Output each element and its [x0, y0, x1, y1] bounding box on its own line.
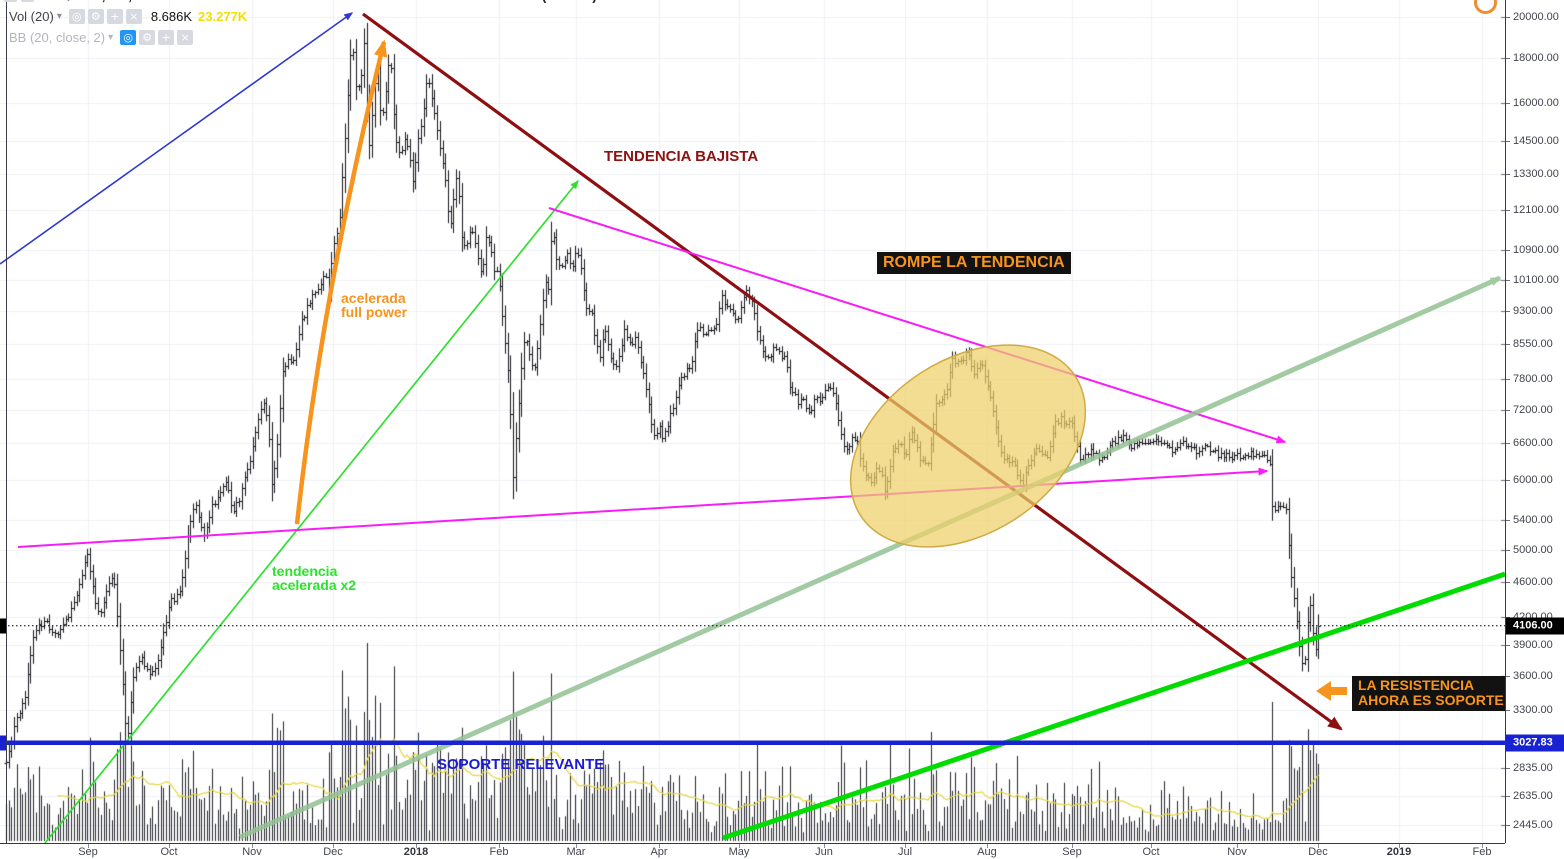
price-tick-label: 8550.00 — [1506, 337, 1553, 350]
time-tick-label: 2019 — [1386, 846, 1412, 858]
time-tick-label: Dec — [1308, 846, 1328, 858]
time-tick-mark — [659, 844, 660, 848]
price-tick-label: 5400.00 — [1506, 514, 1553, 527]
eye-icon[interactable]: ◎ — [120, 30, 137, 45]
time-tick-mark — [576, 844, 577, 848]
price-tick-label: 7200.00 — [1506, 403, 1553, 416]
time-tick-label: Jul — [897, 846, 913, 858]
time-tick-label: Aug — [977, 846, 997, 858]
price-tick-label: 6600.00 — [1506, 437, 1553, 450]
time-tick-label: Sep — [78, 846, 98, 858]
annotation-acelerada-full-power[interactable]: acelerada full power — [341, 290, 408, 321]
price-tick-label: 3300.00 — [1506, 703, 1553, 716]
price-chart-canvas[interactable] — [0, 0, 1505, 843]
price-tick-label: 10100.00 — [1506, 273, 1559, 286]
price-tick-label: 2635.00 — [1506, 790, 1553, 803]
time-tick-label: Oct — [1142, 846, 1160, 858]
time-tick-mark — [905, 844, 906, 848]
chevron-down-icon[interactable]: ▾ — [56, 11, 62, 22]
legend-row-bollinger[interactable]: BB (20, close, 2) ▾ ◎ ⚙ + × — [9, 28, 247, 47]
symbol-ohlc-text: BTC/USD, 1D, COINBASE O 4142.97 H 4250.0… — [38, 0, 597, 3]
price-tick-label: 16000.00 — [1506, 96, 1559, 109]
price-axis[interactable]: 4106.00 3027.83 20000.00 18000.00 16000.00… — [1505, 0, 1564, 843]
price-tick-label: 5000.00 — [1506, 543, 1553, 556]
time-tick-mark — [739, 844, 740, 848]
time-tick-label: Oct — [160, 846, 178, 858]
time-tick-mark — [252, 844, 253, 848]
time-tick-mark — [88, 844, 89, 848]
price-tick-label: 9300.00 — [1506, 305, 1553, 318]
time-tick-label: Jun — [815, 846, 833, 858]
last-price-left-marker — [0, 618, 6, 634]
time-tick-mark — [1318, 844, 1319, 848]
time-tick-label: Apr — [650, 846, 668, 858]
annotation-soporte-relevante[interactable]: SOPORTE RELEVANTE — [437, 756, 605, 773]
price-tick-label: 6000.00 — [1506, 473, 1553, 486]
time-tick-mark — [824, 844, 825, 848]
settings-icon[interactable]: ⚙ — [139, 30, 156, 45]
price-tick-label: 3900.00 — [1506, 639, 1553, 652]
time-tick-label: Feb — [1472, 846, 1492, 858]
price-tick-label: 13300.00 — [1506, 167, 1559, 180]
time-tick-mark — [416, 844, 417, 848]
price-tick-label: 10900.00 — [1506, 244, 1559, 257]
time-tick-label: May — [728, 846, 750, 858]
annotation-rompe-la-tendencia[interactable]: ROMPE LA TENDENCIA — [877, 252, 1071, 274]
settings-icon[interactable]: ⚙ — [87, 9, 104, 24]
time-tick-mark — [1072, 844, 1073, 848]
price-tick-label: 4600.00 — [1506, 576, 1553, 589]
time-tick-label: Nov — [1227, 846, 1247, 858]
add-icon[interactable]: + — [158, 30, 175, 45]
publish-idea-icon[interactable] — [1474, 0, 1497, 14]
close-icon[interactable]: × — [177, 30, 194, 45]
time-tick-label: Dec — [323, 846, 343, 858]
menu-icon[interactable] — [4, 0, 17, 2]
price-tick-label: 18000.00 — [1506, 51, 1559, 64]
time-axis[interactable]: Sep Oct Nov Dec 2018 Feb Mar Apr May Jun Jul Aug Sep… — [0, 843, 1564, 859]
price-tick-label: 12100.00 — [1506, 204, 1559, 217]
time-tick-label: 2018 — [403, 846, 429, 858]
volume-value: 8.686K — [150, 9, 193, 24]
legend-row-volume[interactable]: Vol (20) ▾ ◎ ⚙ + × 8.686K 23.277K — [9, 7, 247, 26]
last-price-label: 4106.00 — [1506, 617, 1564, 635]
annotation-tendencia-bajista[interactable]: TENDENCIA BAJISTA — [604, 148, 759, 165]
price-tick-label: 3600.00 — [1506, 670, 1553, 683]
time-tick-label: Feb — [489, 846, 509, 858]
volume-ma-value: 23.277K — [198, 9, 248, 24]
close-icon[interactable]: × — [125, 9, 142, 24]
annotation-resistencia-ahora-soporte[interactable]: LA RESISTENCIA AHORA ES SOPORTE — [1352, 676, 1510, 711]
eye-icon[interactable]: ◎ — [68, 9, 85, 24]
watchlist-icon[interactable] — [21, 0, 34, 2]
time-tick-label: Mar — [566, 846, 586, 858]
symbol-ohlc-row-clipped[interactable]: BTC/USD, 1D, COINBASE O 4142.97 H 4250.0… — [4, 0, 597, 5]
price-tick-label: 14500.00 — [1506, 134, 1559, 147]
time-tick-mark — [499, 844, 500, 848]
time-tick-mark — [1482, 844, 1483, 848]
add-icon[interactable]: + — [106, 9, 123, 24]
axis-corner — [1505, 843, 1564, 859]
price-tick-label: 20000.00 — [1506, 11, 1559, 23]
chevron-down-icon[interactable]: ▾ — [108, 32, 114, 43]
time-tick-mark — [333, 844, 334, 848]
time-tick-label: Sep — [1062, 846, 1082, 858]
price-tick-label: 7800.00 — [1506, 373, 1553, 385]
price-tick-label: 2835.00 — [1506, 762, 1553, 775]
left-price-scale[interactable] — [0, 0, 7, 843]
support-left-marker — [0, 735, 6, 751]
time-tick-mark — [987, 844, 988, 848]
volume-indicator-title[interactable]: Vol (20) — [9, 9, 54, 24]
time-tick-mark — [1151, 844, 1152, 848]
annotation-tendencia-acelerada-x2[interactable]: tendencia acelerada x2 — [272, 563, 357, 594]
time-tick-mark — [1399, 844, 1400, 848]
bb-indicator-title[interactable]: BB (20, close, 2) — [9, 30, 106, 45]
support-price-label: 3027.83 — [1506, 734, 1564, 752]
indicator-legend: Vol (20) ▾ ◎ ⚙ + × 8.686K 23.277K BB (20… — [9, 7, 247, 49]
time-tick-mark — [169, 844, 170, 848]
time-tick-label: Nov — [242, 846, 262, 858]
time-tick-mark — [1237, 844, 1238, 848]
price-tick-label: 2445.00 — [1506, 819, 1553, 831]
